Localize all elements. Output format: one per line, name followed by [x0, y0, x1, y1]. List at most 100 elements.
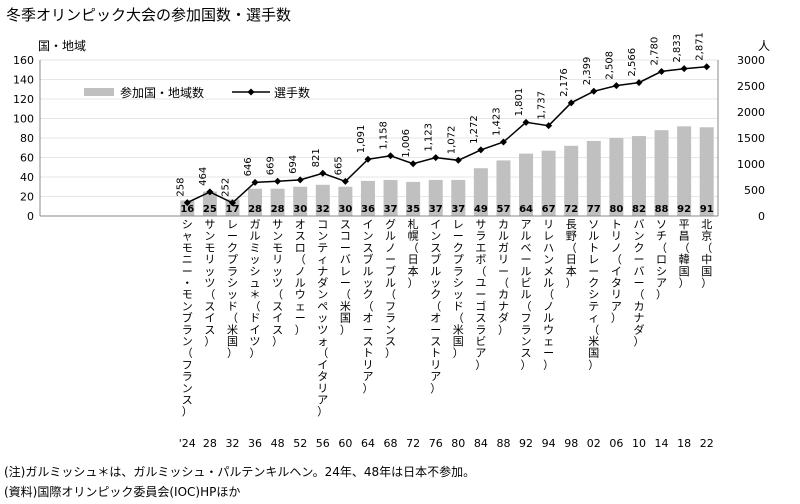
category-label: 札幌（日本） — [408, 218, 419, 290]
bar — [248, 188, 263, 216]
bar — [564, 145, 579, 216]
bar-value-label: 30 — [293, 204, 307, 215]
year-label: 88 — [496, 437, 510, 450]
bar — [654, 130, 669, 216]
line-value-label: 2,871 — [695, 32, 706, 61]
line-value-label: 665 — [333, 156, 344, 175]
bar — [293, 186, 308, 216]
line-value-label: 1,091 — [356, 125, 367, 154]
line-value-label: 2,780 — [650, 37, 661, 66]
left-tick-label: 40 — [20, 171, 34, 184]
bar-value-label: 77 — [587, 204, 601, 215]
line-value-label: 2,833 — [672, 34, 683, 63]
category-label: ガルミッシュ＊（ドイツ） — [250, 218, 261, 360]
bar — [631, 136, 646, 216]
year-label: 98 — [564, 437, 578, 450]
line-value-label: 821 — [311, 148, 322, 167]
bar — [586, 140, 601, 216]
line-value-label: 1,272 — [469, 115, 480, 144]
year-label: 14 — [655, 437, 669, 450]
bar — [473, 168, 488, 216]
right-tick-label: 0 — [758, 210, 765, 223]
year-label: 52 — [293, 437, 307, 450]
line-value-label: 694 — [288, 155, 299, 174]
category-label: コンティナダンペッツォ（イタリア） — [317, 218, 328, 418]
year-label: 28 — [203, 437, 217, 450]
bar-value-label: 30 — [338, 204, 352, 215]
bar-value-label: 91 — [700, 204, 714, 215]
left-tick-label: 120 — [13, 93, 34, 106]
bar-value-label: 16 — [180, 204, 194, 215]
category-label: カルガリー（カナダ） — [498, 218, 509, 336]
bar-value-label: 80 — [609, 204, 623, 215]
left-tick-label: 20 — [20, 191, 34, 204]
year-label: 80 — [451, 437, 465, 450]
year-label: 02 — [587, 437, 601, 450]
year-label: 64 — [361, 437, 375, 450]
bar — [360, 180, 375, 216]
bar-series — [180, 126, 714, 216]
line-point — [296, 176, 304, 184]
line-value-label: 258 — [175, 177, 186, 196]
line-point — [612, 82, 620, 90]
year-label: '24 — [179, 437, 196, 450]
line-value-label: 669 — [266, 156, 277, 175]
line-value-label: 1,158 — [379, 121, 390, 150]
bar-value-label: 82 — [632, 204, 646, 215]
line-point — [522, 118, 530, 126]
line-value-label: 646 — [243, 157, 254, 176]
bar — [451, 179, 466, 216]
line-value-label: 2,508 — [604, 51, 615, 80]
bar-value-label: 49 — [474, 204, 488, 215]
line-point — [228, 199, 236, 207]
line-series — [183, 63, 711, 207]
year-label: 72 — [406, 437, 420, 450]
right-tick-label: 1000 — [737, 158, 765, 171]
line-point — [251, 178, 259, 186]
line-point — [680, 65, 688, 73]
right-axis-label: 人 — [758, 39, 770, 53]
source-text: (資料)国際オリンピック委員会(IOC)HPほか — [4, 485, 241, 499]
line-point — [590, 87, 598, 95]
bar — [677, 126, 692, 216]
year-label: 48 — [271, 437, 285, 450]
year-labels: '24 28 32 36 48 52 56 60 64 68 72 76 80 84 88 92 94 98 02 0… — [179, 437, 714, 450]
line-value-labels: 258 464 252 646 669 694 821 665 1,091 1,158 1,006 1… — [175, 32, 705, 197]
right-tick-label: 3000 — [737, 54, 765, 67]
line-point — [274, 177, 282, 185]
legend-bar-swatch — [84, 88, 114, 96]
year-label: 32 — [225, 437, 239, 450]
note-text: (注)ガルミッシュ＊は、ガルミッシュ・パルテンキルヘン。24年、48年は日本不参… — [4, 465, 476, 479]
bar — [225, 199, 240, 216]
line-point — [499, 138, 507, 146]
bar-value-label: 36 — [361, 204, 375, 215]
year-label: 06 — [609, 437, 623, 450]
line-value-label: 2,399 — [582, 57, 593, 86]
bar-value-label: 37 — [384, 204, 398, 215]
left-tick-label: 80 — [20, 132, 34, 145]
year-label: 60 — [338, 437, 352, 450]
category-label: アルベールビル（フランス） — [521, 218, 532, 371]
legend-line-label: 選手数 — [274, 85, 310, 100]
category-label: 長野（日本） — [566, 218, 577, 290]
athletes-line — [186, 65, 707, 204]
bar-value-label: 17 — [225, 204, 239, 215]
line-point — [364, 155, 372, 163]
line-value-label: 1,072 — [446, 126, 457, 155]
bar — [496, 160, 511, 216]
right-tick-label: 1500 — [737, 132, 765, 145]
left-axis: 0 20 40 60 80 100 120 140 160 国・地域 — [13, 39, 718, 223]
bar — [519, 153, 534, 216]
line-value-label: 2,176 — [559, 68, 570, 97]
line-point — [477, 146, 485, 154]
right-tick-label: 2000 — [737, 106, 765, 119]
category-label: インスブルック（オーストリア） — [430, 218, 441, 395]
line-value-label: 252 — [220, 178, 231, 197]
line-point — [319, 169, 327, 177]
line-point — [183, 199, 191, 207]
category-label: オスロ（ノルウェー） — [295, 218, 306, 336]
year-label: 10 — [632, 437, 646, 450]
line-point — [635, 79, 643, 87]
bar-value-label: 37 — [429, 204, 443, 215]
year-label: 76 — [429, 437, 443, 450]
